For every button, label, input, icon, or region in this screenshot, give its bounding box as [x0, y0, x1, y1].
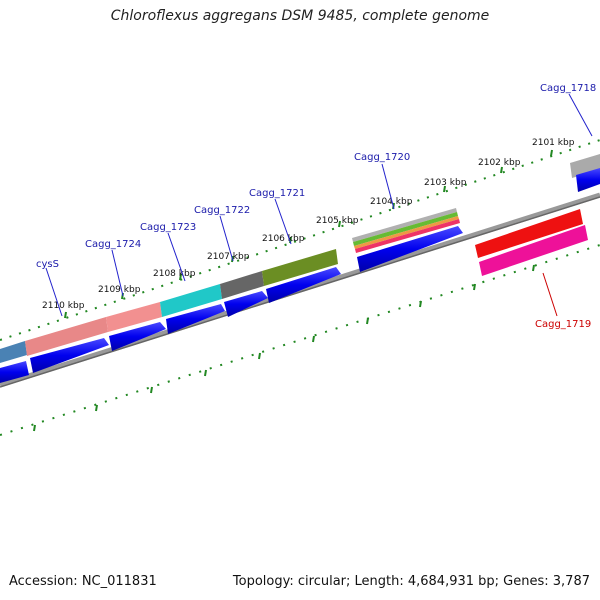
gene-arrow[interactable]	[224, 291, 268, 317]
gene-label-cagg-1724[interactable]: Cagg_1724	[85, 239, 141, 250]
feature-bar-cagg-1720-pink[interactable]	[355, 219, 460, 253]
kbp-label: 2110 kbp	[42, 301, 85, 311]
gene-arrow[interactable]	[357, 226, 463, 272]
gene-arrow[interactable]	[109, 322, 166, 351]
kbp-label: 2108 kbp	[153, 269, 196, 279]
kbp-label: 2103 kbp	[424, 178, 467, 188]
feature-bar-cagg-1724[interactable]	[106, 302, 162, 332]
gene-label-cagg-1718[interactable]: Cagg_1718	[540, 83, 596, 94]
feature-bar-cagg-1720-grey[interactable]	[352, 208, 457, 242]
inner-major-ticks	[33, 264, 535, 432]
kbp-label: 2105 kbp	[316, 216, 359, 226]
feature-bar-cagg-1720-orange[interactable]	[354, 216, 459, 249]
gene-arrows-forward	[0, 168, 600, 383]
feature-row-cog	[0, 154, 600, 363]
genome-summary-text: Topology: circular; Length: 4,684,931 bp…	[232, 574, 590, 589]
gene-label-cagg-1723[interactable]: Cagg_1723	[140, 222, 196, 233]
label-leaders	[45, 93, 593, 317]
kbp-label: 2102 kbp	[478, 158, 521, 168]
accession-text: Accession: NC_011831	[9, 574, 157, 589]
gene-label-cagg-1722[interactable]: Cagg_1722	[194, 205, 250, 216]
gene-label-cagg-1719[interactable]: Cagg_1719	[535, 319, 591, 330]
gene-arrow[interactable]	[266, 267, 341, 303]
gene-label-cagg-1721[interactable]: Cagg_1721	[249, 188, 305, 199]
gene-arrow[interactable]	[0, 361, 29, 383]
gene-arrow[interactable]	[166, 304, 225, 334]
feature-bar-cagg-1723[interactable]	[160, 284, 222, 317]
feature-bar-cagg-1721[interactable]	[262, 249, 338, 286]
feature-bar-cagg-1719-pink[interactable]	[479, 225, 588, 276]
feature-bar-cagg-1720-green[interactable]	[353, 212, 458, 246]
feature-bar-cagg-1719-red[interactable]	[475, 209, 583, 258]
kbp-label: 2109 kbp	[98, 285, 141, 295]
gene-arrow[interactable]	[30, 338, 109, 373]
map-title: Chloroflexus aggregans DSM 9485, complet…	[110, 8, 490, 24]
gene-labels: cysS Cagg_1724 Cagg_1723 Cagg_1722 Cagg_…	[36, 83, 596, 330]
gene-label-cagg-1720[interactable]: Cagg_1720	[354, 152, 410, 163]
kbp-scale-labels: 2110 kbp 2109 kbp 2108 kbp 2107 kbp 2106…	[42, 138, 575, 311]
kbp-label: 2104 kbp	[370, 197, 413, 207]
kbp-label: 2106 kbp	[262, 234, 305, 244]
backbone-line	[0, 192, 600, 388]
feature-bar-cagg-1722[interactable]	[220, 271, 264, 299]
gene-arrow[interactable]	[576, 168, 600, 192]
feature-bar-steelblue[interactable]	[0, 341, 27, 363]
kbp-label: 2101 kbp	[532, 138, 575, 148]
feature-bar-cyss[interactable]	[25, 317, 108, 356]
kbp-label: 2107 kbp	[207, 252, 250, 262]
gene-label-cyss[interactable]: cysS	[36, 259, 59, 270]
